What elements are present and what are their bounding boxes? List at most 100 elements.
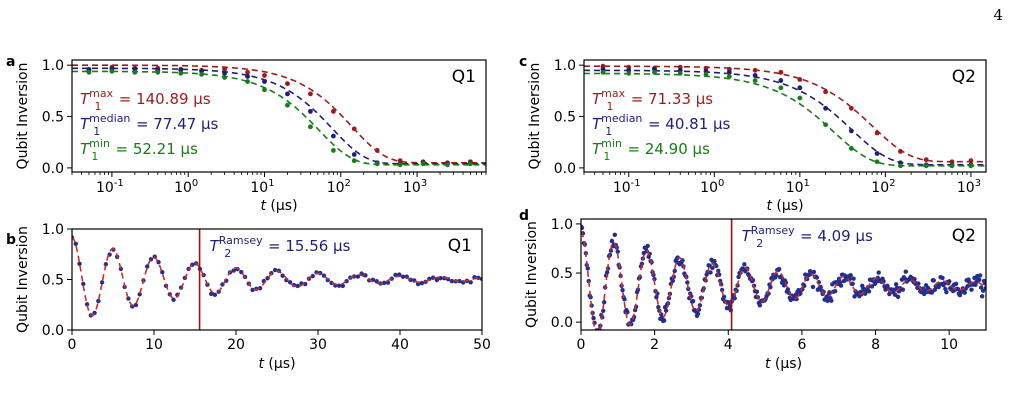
data-point — [672, 268, 677, 274]
data-point — [695, 311, 701, 317]
x-tick-label: 10-1 — [613, 178, 641, 196]
data-point — [308, 91, 313, 97]
fit-line — [72, 67, 486, 165]
data-point — [874, 159, 880, 165]
panel-d: d 0.0 0.5 1.0 Qubit Inversion 0 2 4 6 8 10 t (μs) TR… — [519, 208, 987, 372]
data-point — [797, 85, 803, 91]
data-point — [825, 298, 830, 304]
fit-line — [584, 65, 986, 163]
data-point — [823, 105, 828, 111]
data-point — [310, 273, 315, 279]
y-tick-label: 0.0 — [42, 161, 64, 177]
x-tick-label: 8 — [871, 337, 880, 353]
data-point — [900, 287, 906, 292]
data-point — [280, 273, 285, 278]
x-tick-label: 102 — [871, 178, 895, 196]
data-point — [710, 265, 715, 271]
data-point — [137, 292, 142, 297]
data-point — [468, 280, 473, 285]
data-point — [940, 275, 945, 281]
fit-line — [72, 236, 482, 317]
data-point — [77, 261, 82, 266]
data-point — [978, 273, 983, 278]
x-axis-label: t (μs) — [260, 198, 297, 214]
x-tick-label: 0 — [68, 337, 77, 353]
x-tick-label: 10-1 — [96, 178, 124, 196]
data-point — [798, 291, 803, 296]
x-tick-label: 103 — [957, 178, 981, 196]
data-point — [848, 273, 853, 278]
data-point — [797, 95, 803, 101]
data-point — [848, 145, 854, 151]
data-point — [171, 297, 176, 303]
x-tick-label: 50 — [473, 337, 491, 353]
data-point — [612, 232, 618, 237]
y-tick-label: 1.0 — [42, 58, 64, 74]
data-point — [96, 298, 101, 304]
data-point — [438, 275, 443, 281]
y-tick-label: 0.0 — [551, 315, 573, 331]
data-point — [645, 243, 650, 249]
x-tick-label: 101 — [250, 178, 274, 196]
data-point — [212, 292, 218, 298]
x-tick-label: 0 — [577, 337, 586, 353]
plot-area — [584, 63, 986, 169]
data-point — [397, 162, 403, 168]
annotation-t1: Tmin 1 = 24.90 μs — [592, 137, 710, 163]
data-point — [400, 274, 406, 279]
qubit-label: Q2 — [952, 67, 976, 87]
fit-line — [584, 72, 986, 167]
data-point — [810, 284, 816, 290]
data-point — [833, 289, 838, 294]
data-point — [581, 225, 585, 231]
data-point — [663, 308, 669, 313]
data-point — [615, 249, 620, 254]
data-point — [262, 73, 267, 78]
data-point — [768, 284, 773, 290]
plot-area — [72, 235, 482, 318]
data-point — [757, 303, 763, 308]
data-point — [351, 152, 357, 157]
data-point — [874, 151, 880, 156]
series-2 — [72, 68, 486, 168]
data-point — [929, 290, 935, 295]
x-tick-label: 102 — [327, 178, 351, 196]
data-point — [944, 289, 949, 295]
data-point — [754, 289, 760, 294]
data-point — [947, 279, 952, 284]
annotation-t1: Tmax 1 = 140.89 μs — [80, 87, 211, 113]
x-tick-label: 10 — [940, 337, 958, 353]
data-point — [708, 270, 713, 275]
x-tick-label: 103 — [403, 178, 427, 196]
annotation-t1: Tmax 1 = 71.33 μs — [592, 87, 713, 113]
data-point — [285, 102, 290, 108]
y-tick-label: 0.5 — [554, 110, 576, 126]
data-point — [285, 91, 290, 97]
annotation-t1: Tmin 1 = 52.21 μs — [80, 137, 198, 163]
data-point — [99, 280, 105, 285]
y-axis-label: Qubit Inversion — [15, 226, 31, 333]
data-point — [604, 270, 610, 275]
data-point — [690, 298, 696, 304]
x-tick-label: 30 — [309, 337, 327, 353]
x-tick-label: 101 — [786, 178, 810, 196]
fit-line — [584, 69, 986, 166]
data-point — [285, 81, 290, 87]
data-point — [250, 287, 255, 293]
data-point — [449, 278, 455, 284]
data-point — [916, 281, 921, 286]
data-point — [719, 287, 725, 293]
data-point — [308, 108, 313, 114]
fit-line — [72, 70, 486, 166]
data-point — [595, 333, 599, 337]
x-axis-label: t (μs) — [765, 356, 802, 372]
y-tick-label: 0.0 — [554, 161, 576, 177]
panel-letter: a — [6, 54, 15, 70]
data-point — [742, 262, 747, 267]
data-point — [670, 278, 676, 284]
series-2 — [584, 69, 986, 169]
x-tick-label: 2 — [650, 337, 659, 353]
annotation-t2: TRamsey 2 = 15.56 μs — [210, 234, 351, 260]
y-tick-label: 0.0 — [42, 323, 64, 339]
